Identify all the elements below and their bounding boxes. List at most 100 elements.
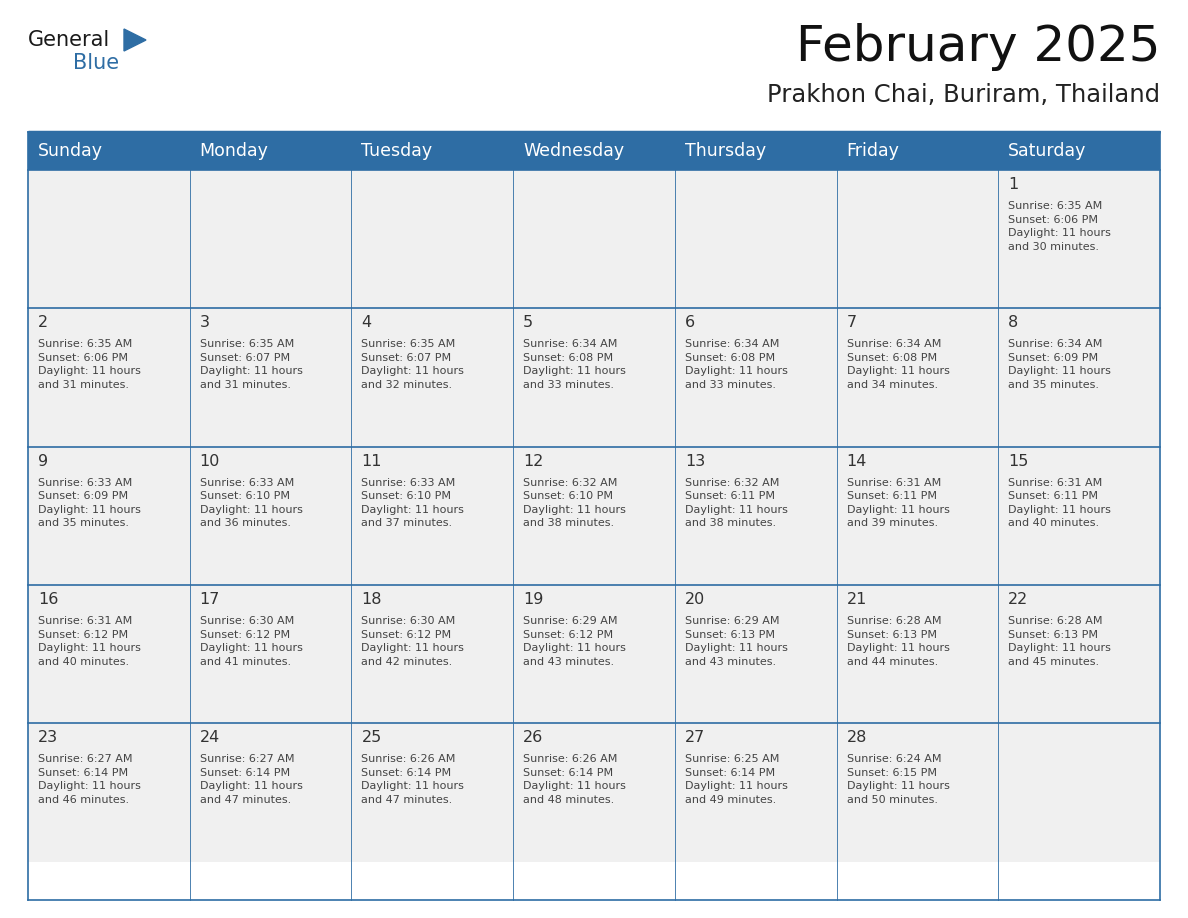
- Text: 6: 6: [684, 315, 695, 330]
- Text: 16: 16: [38, 592, 58, 607]
- Text: Sunrise: 6:30 AM
Sunset: 6:12 PM
Daylight: 11 hours
and 41 minutes.: Sunrise: 6:30 AM Sunset: 6:12 PM Dayligh…: [200, 616, 303, 666]
- Text: 20: 20: [684, 592, 706, 607]
- Bar: [352, 723, 513, 861]
- Bar: [352, 308, 513, 446]
- Text: 19: 19: [523, 592, 544, 607]
- Text: 12: 12: [523, 453, 544, 468]
- Bar: [352, 585, 513, 723]
- Text: 5: 5: [523, 315, 533, 330]
- Text: Sunrise: 6:31 AM
Sunset: 6:12 PM
Daylight: 11 hours
and 40 minutes.: Sunrise: 6:31 AM Sunset: 6:12 PM Dayligh…: [38, 616, 141, 666]
- Bar: [675, 723, 836, 861]
- Bar: [190, 308, 352, 446]
- Polygon shape: [124, 29, 146, 51]
- Bar: [675, 170, 836, 308]
- Text: February 2025: February 2025: [796, 23, 1159, 71]
- Text: Sunrise: 6:35 AM
Sunset: 6:07 PM
Daylight: 11 hours
and 31 minutes.: Sunrise: 6:35 AM Sunset: 6:07 PM Dayligh…: [200, 340, 303, 390]
- Text: 17: 17: [200, 592, 220, 607]
- Text: 18: 18: [361, 592, 381, 607]
- Text: 8: 8: [1009, 315, 1018, 330]
- Text: 10: 10: [200, 453, 220, 468]
- Bar: [513, 446, 675, 585]
- Text: Saturday: Saturday: [1009, 141, 1087, 160]
- Text: Sunrise: 6:34 AM
Sunset: 6:09 PM
Daylight: 11 hours
and 35 minutes.: Sunrise: 6:34 AM Sunset: 6:09 PM Dayligh…: [1009, 340, 1111, 390]
- Text: Sunrise: 6:28 AM
Sunset: 6:13 PM
Daylight: 11 hours
and 45 minutes.: Sunrise: 6:28 AM Sunset: 6:13 PM Dayligh…: [1009, 616, 1111, 666]
- Bar: [675, 585, 836, 723]
- Text: 26: 26: [523, 730, 543, 745]
- Text: 28: 28: [847, 730, 867, 745]
- Bar: [513, 308, 675, 446]
- Text: Sunrise: 6:28 AM
Sunset: 6:13 PM
Daylight: 11 hours
and 44 minutes.: Sunrise: 6:28 AM Sunset: 6:13 PM Dayligh…: [847, 616, 949, 666]
- Text: Sunrise: 6:27 AM
Sunset: 6:14 PM
Daylight: 11 hours
and 46 minutes.: Sunrise: 6:27 AM Sunset: 6:14 PM Dayligh…: [38, 755, 141, 805]
- Text: 3: 3: [200, 315, 210, 330]
- Text: Tuesday: Tuesday: [361, 141, 432, 160]
- Bar: [513, 170, 675, 308]
- Text: Sunrise: 6:33 AM
Sunset: 6:10 PM
Daylight: 11 hours
and 37 minutes.: Sunrise: 6:33 AM Sunset: 6:10 PM Dayligh…: [361, 477, 465, 529]
- Bar: [190, 723, 352, 861]
- Bar: [29, 170, 190, 308]
- Text: Sunrise: 6:26 AM
Sunset: 6:14 PM
Daylight: 11 hours
and 47 minutes.: Sunrise: 6:26 AM Sunset: 6:14 PM Dayligh…: [361, 755, 465, 805]
- Text: 21: 21: [847, 592, 867, 607]
- Text: 27: 27: [684, 730, 706, 745]
- Text: Sunrise: 6:29 AM
Sunset: 6:13 PM
Daylight: 11 hours
and 43 minutes.: Sunrise: 6:29 AM Sunset: 6:13 PM Dayligh…: [684, 616, 788, 666]
- Text: 25: 25: [361, 730, 381, 745]
- Bar: [29, 131, 1159, 170]
- Text: 11: 11: [361, 453, 381, 468]
- Bar: [352, 446, 513, 585]
- Bar: [836, 723, 998, 861]
- Text: 2: 2: [38, 315, 49, 330]
- Text: Sunrise: 6:30 AM
Sunset: 6:12 PM
Daylight: 11 hours
and 42 minutes.: Sunrise: 6:30 AM Sunset: 6:12 PM Dayligh…: [361, 616, 465, 666]
- Text: Sunday: Sunday: [38, 141, 103, 160]
- Bar: [29, 723, 190, 861]
- Bar: [998, 170, 1159, 308]
- Text: Sunrise: 6:35 AM
Sunset: 6:07 PM
Daylight: 11 hours
and 32 minutes.: Sunrise: 6:35 AM Sunset: 6:07 PM Dayligh…: [361, 340, 465, 390]
- Text: 13: 13: [684, 453, 706, 468]
- Bar: [836, 170, 998, 308]
- Bar: [29, 585, 190, 723]
- Bar: [29, 308, 190, 446]
- Text: Sunrise: 6:31 AM
Sunset: 6:11 PM
Daylight: 11 hours
and 39 minutes.: Sunrise: 6:31 AM Sunset: 6:11 PM Dayligh…: [847, 477, 949, 529]
- Text: Sunrise: 6:32 AM
Sunset: 6:11 PM
Daylight: 11 hours
and 38 minutes.: Sunrise: 6:32 AM Sunset: 6:11 PM Dayligh…: [684, 477, 788, 529]
- Bar: [190, 446, 352, 585]
- Text: Sunrise: 6:35 AM
Sunset: 6:06 PM
Daylight: 11 hours
and 31 minutes.: Sunrise: 6:35 AM Sunset: 6:06 PM Dayligh…: [38, 340, 141, 390]
- Bar: [513, 723, 675, 861]
- Text: Sunrise: 6:33 AM
Sunset: 6:09 PM
Daylight: 11 hours
and 35 minutes.: Sunrise: 6:33 AM Sunset: 6:09 PM Dayligh…: [38, 477, 141, 529]
- Text: Sunrise: 6:34 AM
Sunset: 6:08 PM
Daylight: 11 hours
and 33 minutes.: Sunrise: 6:34 AM Sunset: 6:08 PM Dayligh…: [523, 340, 626, 390]
- Bar: [513, 585, 675, 723]
- Text: Sunrise: 6:29 AM
Sunset: 6:12 PM
Daylight: 11 hours
and 43 minutes.: Sunrise: 6:29 AM Sunset: 6:12 PM Dayligh…: [523, 616, 626, 666]
- Text: Friday: Friday: [847, 141, 899, 160]
- Text: Sunrise: 6:32 AM
Sunset: 6:10 PM
Daylight: 11 hours
and 38 minutes.: Sunrise: 6:32 AM Sunset: 6:10 PM Dayligh…: [523, 477, 626, 529]
- Bar: [998, 308, 1159, 446]
- Text: Sunrise: 6:35 AM
Sunset: 6:06 PM
Daylight: 11 hours
and 30 minutes.: Sunrise: 6:35 AM Sunset: 6:06 PM Dayligh…: [1009, 201, 1111, 252]
- Text: 1: 1: [1009, 177, 1018, 192]
- Text: Sunrise: 6:34 AM
Sunset: 6:08 PM
Daylight: 11 hours
and 33 minutes.: Sunrise: 6:34 AM Sunset: 6:08 PM Dayligh…: [684, 340, 788, 390]
- Bar: [675, 446, 836, 585]
- Text: 4: 4: [361, 315, 372, 330]
- Text: 14: 14: [847, 453, 867, 468]
- Text: Monday: Monday: [200, 141, 268, 160]
- Bar: [836, 308, 998, 446]
- Text: 15: 15: [1009, 453, 1029, 468]
- Bar: [836, 446, 998, 585]
- Text: General: General: [29, 30, 110, 50]
- Bar: [998, 585, 1159, 723]
- Text: Thursday: Thursday: [684, 141, 766, 160]
- Text: Sunrise: 6:31 AM
Sunset: 6:11 PM
Daylight: 11 hours
and 40 minutes.: Sunrise: 6:31 AM Sunset: 6:11 PM Dayligh…: [1009, 477, 1111, 529]
- Text: Prakhon Chai, Buriram, Thailand: Prakhon Chai, Buriram, Thailand: [767, 83, 1159, 107]
- Text: Sunrise: 6:34 AM
Sunset: 6:08 PM
Daylight: 11 hours
and 34 minutes.: Sunrise: 6:34 AM Sunset: 6:08 PM Dayligh…: [847, 340, 949, 390]
- Bar: [190, 170, 352, 308]
- Bar: [352, 170, 513, 308]
- Text: Sunrise: 6:26 AM
Sunset: 6:14 PM
Daylight: 11 hours
and 48 minutes.: Sunrise: 6:26 AM Sunset: 6:14 PM Dayligh…: [523, 755, 626, 805]
- Bar: [675, 308, 836, 446]
- Text: 7: 7: [847, 315, 857, 330]
- Text: Wednesday: Wednesday: [523, 141, 624, 160]
- Bar: [29, 446, 190, 585]
- Text: 24: 24: [200, 730, 220, 745]
- Text: Sunrise: 6:33 AM
Sunset: 6:10 PM
Daylight: 11 hours
and 36 minutes.: Sunrise: 6:33 AM Sunset: 6:10 PM Dayligh…: [200, 477, 303, 529]
- Text: Sunrise: 6:24 AM
Sunset: 6:15 PM
Daylight: 11 hours
and 50 minutes.: Sunrise: 6:24 AM Sunset: 6:15 PM Dayligh…: [847, 755, 949, 805]
- Text: 22: 22: [1009, 592, 1029, 607]
- Text: 9: 9: [38, 453, 49, 468]
- Bar: [190, 585, 352, 723]
- Bar: [998, 723, 1159, 861]
- Bar: [998, 446, 1159, 585]
- Text: Sunrise: 6:27 AM
Sunset: 6:14 PM
Daylight: 11 hours
and 47 minutes.: Sunrise: 6:27 AM Sunset: 6:14 PM Dayligh…: [200, 755, 303, 805]
